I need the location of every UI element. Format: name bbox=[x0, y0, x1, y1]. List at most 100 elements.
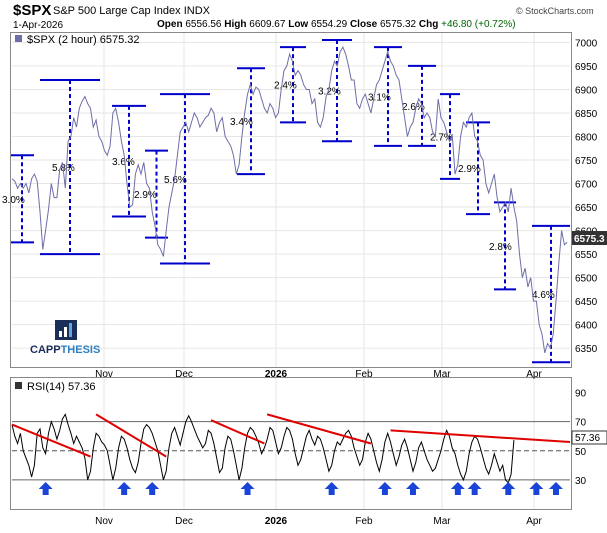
price-x-label: Mar bbox=[433, 369, 451, 380]
rsi-trendline bbox=[11, 423, 91, 458]
rsi-trendline bbox=[390, 429, 571, 444]
chart-header: $SPX S&P 500 Large Cap Index INDX 1-Apr-… bbox=[0, 0, 607, 32]
price-x-label: 2026 bbox=[265, 369, 288, 380]
rsi-x-label: Nov bbox=[95, 516, 113, 527]
axis-labels: 6350640064506500655066006650670067506800… bbox=[95, 38, 598, 527]
close-value: 6575.32 bbox=[379, 19, 417, 30]
price-tick-label: 6950 bbox=[575, 62, 598, 73]
close-label: Close bbox=[349, 19, 378, 30]
low-label: Low bbox=[288, 19, 309, 30]
price-line bbox=[11, 45, 568, 354]
price-tick-label: 6750 bbox=[575, 156, 598, 167]
rsi-x-label: 2026 bbox=[265, 516, 288, 527]
range-label: 4.6% bbox=[532, 290, 555, 301]
rsi-reference-lines bbox=[12, 421, 570, 481]
high-value: 6609.67 bbox=[249, 19, 286, 30]
price-x-label: Dec bbox=[175, 369, 193, 380]
rsi-x-label: Mar bbox=[433, 516, 451, 527]
rsi-series bbox=[11, 413, 515, 484]
rsi-badge-bg bbox=[571, 430, 607, 445]
range-label: 3.0% bbox=[2, 195, 25, 206]
up-arrow-icon bbox=[145, 482, 160, 495]
value-badges: 6575.3 57.36 bbox=[571, 231, 607, 445]
capp-thesis-logo: CAPPTHESIS bbox=[30, 320, 100, 356]
range-label: 5.6% bbox=[164, 175, 187, 186]
price-tick-label: 7000 bbox=[575, 38, 598, 49]
price-badge-bg bbox=[572, 231, 607, 245]
symbol: $SPX bbox=[13, 2, 52, 19]
range-label: 3.4% bbox=[230, 117, 253, 128]
rsi-legend-swatch bbox=[15, 382, 22, 389]
up-arrow-icon bbox=[529, 482, 544, 495]
range-label: 2.8% bbox=[489, 242, 512, 253]
rsi-tick-label: 30 bbox=[575, 476, 587, 487]
price-tick-label: 6650 bbox=[575, 203, 598, 214]
exchange: INDX bbox=[183, 5, 210, 17]
range-label: 2.7% bbox=[430, 132, 453, 143]
price-tick-label: 6900 bbox=[575, 85, 598, 96]
open-label: Open bbox=[157, 19, 183, 30]
logo-text-a: CAPP bbox=[30, 344, 61, 356]
range-label: 3.2% bbox=[318, 87, 341, 98]
rsi-trendlines bbox=[11, 413, 571, 458]
price-tick-label: 6500 bbox=[575, 274, 598, 285]
chart-date: 1-Apr-2026 bbox=[13, 20, 64, 31]
up-arrow-icon bbox=[377, 482, 392, 495]
low-value: 6554.29 bbox=[311, 19, 348, 30]
up-arrow-icon bbox=[548, 482, 563, 495]
price-tick-label: 6450 bbox=[575, 297, 598, 308]
up-arrow-icon bbox=[450, 482, 465, 495]
up-arrow-icon bbox=[324, 482, 339, 495]
range-label: 2.6% bbox=[402, 102, 425, 113]
grid-layer bbox=[12, 33, 570, 509]
rsi-x-label: Feb bbox=[355, 516, 373, 527]
range-label: 3.6% bbox=[112, 157, 135, 168]
up-arrow-icon bbox=[240, 482, 255, 495]
up-arrow-icon bbox=[467, 482, 482, 495]
rsi-line bbox=[11, 413, 515, 484]
price-legend: $SPX (2 hour) 6575.32 bbox=[27, 34, 140, 46]
price-badge: 6575.3 bbox=[574, 234, 605, 245]
rsi-badge: 57.36 bbox=[575, 433, 600, 444]
rsi-legend: RSI(14) 57.36 bbox=[27, 381, 95, 393]
range-label: 2.4% bbox=[274, 81, 297, 92]
rsi-tick-label: 70 bbox=[575, 418, 587, 429]
panel-frames bbox=[10, 32, 572, 510]
price-tick-label: 6850 bbox=[575, 109, 598, 120]
price-panel-frame bbox=[10, 32, 572, 368]
price-series bbox=[11, 45, 568, 354]
up-arrow-icon bbox=[501, 482, 516, 495]
rsi-trendline bbox=[266, 413, 372, 445]
rsi-x-label: Apr bbox=[526, 516, 542, 527]
price-tick-label: 6400 bbox=[575, 321, 598, 332]
logo-bar-1 bbox=[59, 331, 62, 337]
logo-text: CAPPTHESIS bbox=[30, 344, 100, 356]
price-tick-label: 6700 bbox=[575, 180, 598, 191]
range-annotations: 3.0%5.8%3.6%2.9%5.6%3.4%2.4%3.2%3.1%2.6%… bbox=[2, 39, 570, 364]
rsi-arrows bbox=[38, 482, 563, 495]
index-fullname: S&P 500 Large Cap Index bbox=[53, 5, 181, 17]
chg-value: +46.80 (+0.72%) bbox=[441, 19, 516, 30]
price-tick-label: 6800 bbox=[575, 132, 598, 143]
range-label: 2.9% bbox=[134, 190, 157, 201]
up-arrow-icon bbox=[38, 482, 53, 495]
ohlc-line: Open 6556.56 High 6609.67 Low 6554.29 Cl… bbox=[157, 19, 516, 30]
legend-swatch bbox=[15, 35, 22, 42]
price-x-label: Apr bbox=[526, 369, 542, 380]
chg-label: Chg bbox=[418, 19, 439, 30]
price-x-label: Nov bbox=[95, 369, 113, 380]
rsi-trendline bbox=[95, 413, 167, 458]
logo-text-b: THESIS bbox=[61, 344, 101, 356]
rsi-tick-label: 50 bbox=[575, 447, 587, 458]
rsi-trendline bbox=[210, 419, 265, 445]
price-tick-label: 6350 bbox=[575, 344, 598, 355]
high-label: High bbox=[224, 19, 247, 30]
price-tick-label: 6550 bbox=[575, 250, 598, 261]
up-arrow-icon bbox=[117, 482, 132, 495]
price-x-label: Feb bbox=[355, 369, 373, 380]
index-name: S&P 500 Large Cap Index INDX bbox=[53, 5, 210, 17]
up-arrow-icon bbox=[405, 482, 420, 495]
watermark: © StockCharts.com bbox=[516, 6, 594, 16]
rsi-x-label: Dec bbox=[175, 516, 193, 527]
